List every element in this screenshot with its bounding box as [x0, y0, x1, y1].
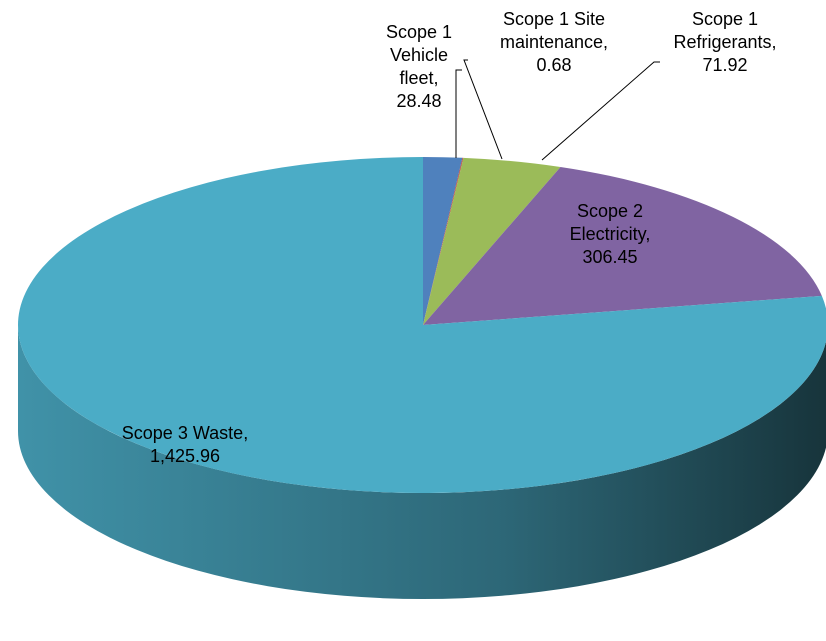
pie-slice: [18, 157, 826, 493]
value-label: 0.68: [536, 55, 572, 75]
data-label-box: Scope 1 Site maintenance 0.68: [488, 8, 620, 77]
data-label-box: Scope 3 Waste 1,425.96: [80, 422, 290, 468]
value-label: 71.92: [702, 55, 748, 75]
data-label: Scope 1 Site maintenance 0.68: [488, 8, 620, 77]
value-label: 1,425.96: [149, 446, 221, 466]
data-label: Scope 1 Vehicle fleet 28.48: [378, 21, 460, 113]
data-label: Scope 2 Electricity 306.45: [540, 200, 680, 269]
data-label-box: Scope 1 Refrigerants 71.92: [650, 8, 800, 77]
pie-slice: [423, 157, 463, 325]
category-label: Scope 1 Refrigerants: [673, 9, 776, 52]
leader-line: [541, 61, 660, 161]
data-label-box: Scope 1 Vehicle fleet 28.48: [378, 21, 460, 113]
data-label: Scope 1 Refrigerants 71.92: [650, 8, 800, 77]
category-label: Scope 2 Electricity: [570, 201, 651, 244]
pie-slice: [423, 157, 561, 325]
category-label: Scope 1 Site maintenance: [500, 9, 608, 52]
data-label-box: Scope 2 Electricity 306.45: [540, 200, 680, 269]
category-label: Scope 1 Vehicle fleet: [386, 22, 452, 88]
data-label: Scope 3 Waste 1,425.96: [80, 422, 290, 468]
category-label: Scope 3 Waste: [122, 423, 248, 443]
pie-slice: [423, 166, 822, 325]
value-label: 28.48: [396, 91, 442, 111]
pie-side: [18, 325, 826, 599]
leader-line: [455, 69, 462, 158]
value-label: 306.45: [582, 247, 638, 267]
pie-slice: [423, 157, 464, 325]
leader-line: [463, 59, 503, 160]
